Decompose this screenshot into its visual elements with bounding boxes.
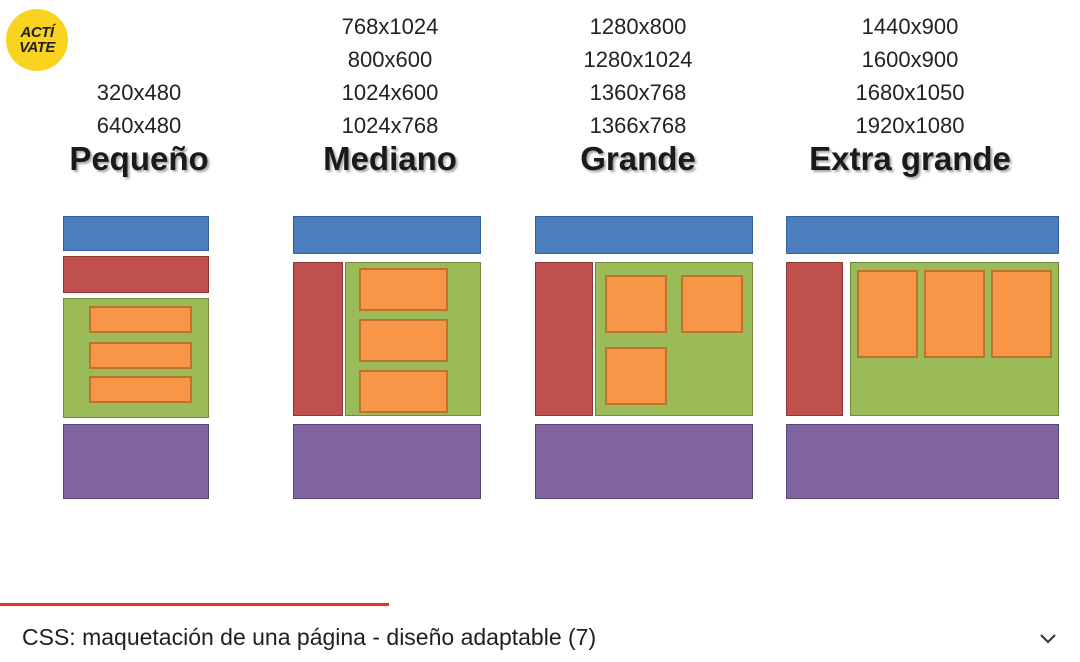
logo-line-1: ACTÍ <box>20 24 55 41</box>
module-block <box>359 319 448 362</box>
resolution-label: 1360x768 <box>589 80 687 105</box>
module-block <box>605 275 667 333</box>
header-block <box>293 216 481 254</box>
module-block <box>681 275 743 333</box>
header-block <box>535 216 753 254</box>
header-block <box>786 216 1059 254</box>
sidebar-block <box>535 262 593 416</box>
video-title[interactable]: CSS: maquetación de una página - diseño … <box>22 624 597 650</box>
sidebar-block <box>786 262 843 416</box>
column-heading-medium: Mediano <box>323 140 457 177</box>
footer-block <box>293 424 481 499</box>
resolution-label: 1024x768 <box>341 113 439 138</box>
module-block <box>359 268 448 311</box>
resolution-label: 1920x1080 <box>855 113 965 138</box>
sidebar-block <box>63 256 209 293</box>
module-block <box>89 342 192 369</box>
resolution-label: 1680x1050 <box>855 80 965 105</box>
column-heading-small: Pequeño <box>69 140 209 177</box>
header-block <box>63 216 209 251</box>
resolution-label: 800x600 <box>347 47 433 72</box>
resolution-label: 640x480 <box>96 113 182 138</box>
module-block <box>857 270 918 358</box>
resolution-label: 320x480 <box>96 80 182 105</box>
resolution-label: 768x1024 <box>341 14 439 39</box>
video-progress-bar[interactable] <box>0 603 389 606</box>
footer-block <box>535 424 753 499</box>
module-block <box>89 306 192 333</box>
resolution-label: 1024x600 <box>341 80 439 105</box>
module-block <box>89 376 192 403</box>
resolution-label: 1440x900 <box>861 14 959 39</box>
resolution-label: 1280x1024 <box>583 47 693 72</box>
column-heading-extra-large: Extra grande <box>809 140 1011 177</box>
module-block <box>924 270 985 358</box>
module-block <box>605 347 667 405</box>
footer-block <box>63 424 209 499</box>
module-block <box>991 270 1052 358</box>
module-block <box>359 370 448 413</box>
footer-block <box>786 424 1059 499</box>
column-heading-large: Grande <box>580 140 696 177</box>
chevron-down-icon[interactable] <box>1036 626 1060 650</box>
sidebar-block <box>293 262 343 416</box>
activate-logo-icon: ACTÍ VATE <box>6 9 68 71</box>
logo-line-2: VATE <box>19 39 55 56</box>
resolution-label: 1600x900 <box>861 47 959 72</box>
resolution-label: 1280x800 <box>589 14 687 39</box>
resolution-label: 1366x768 <box>589 113 687 138</box>
